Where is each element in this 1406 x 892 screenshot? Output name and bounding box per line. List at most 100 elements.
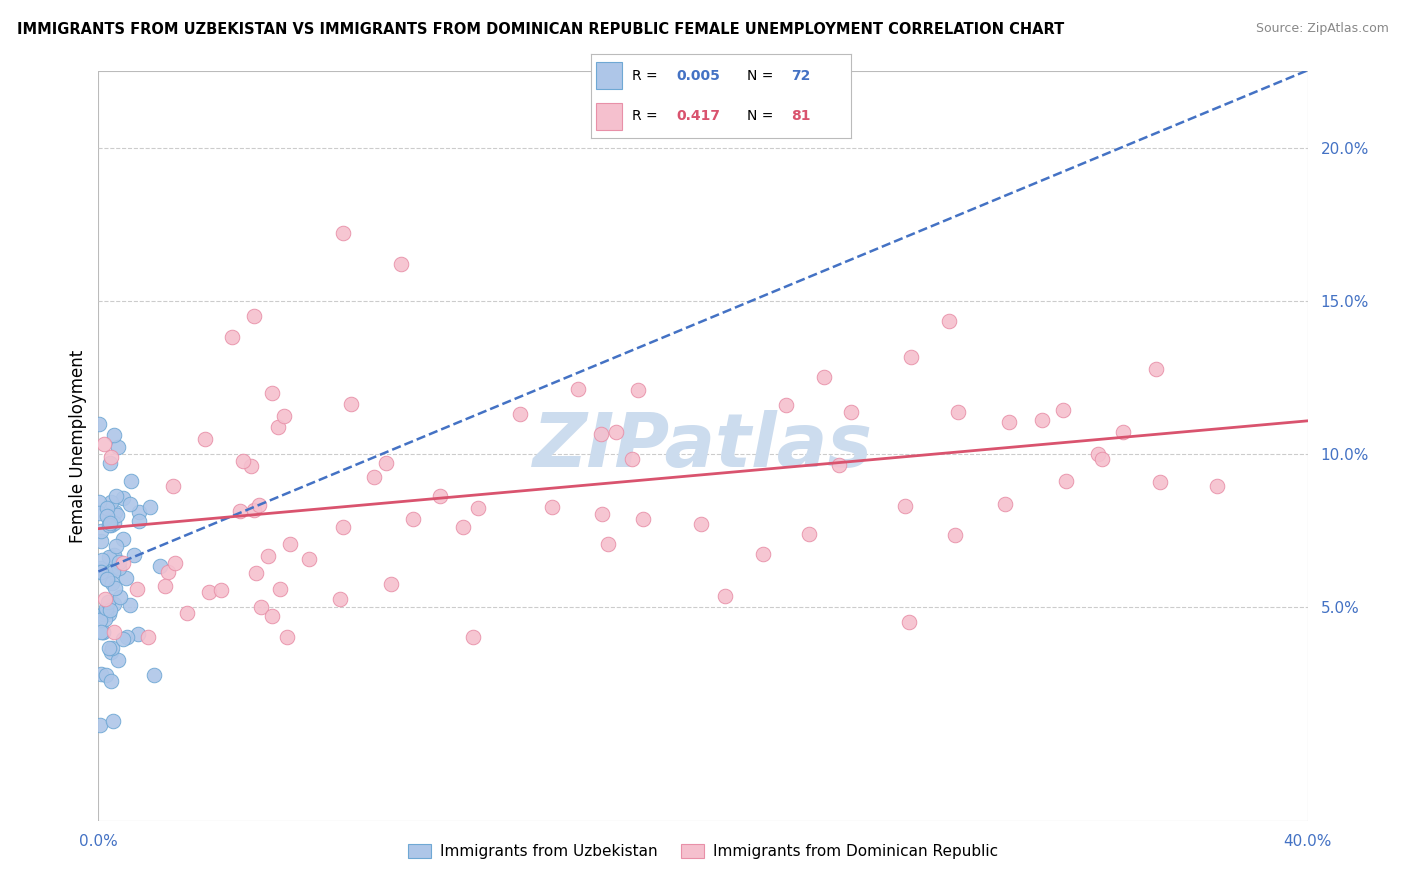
Point [149, 559, 172, 574]
Point [101, 575, 124, 590]
Text: R =: R = [633, 69, 662, 83]
Point [103, 582, 125, 596]
Point [269, 582, 291, 596]
Point [509, 407, 531, 421]
Point [839, 405, 862, 419]
Point [1054, 474, 1077, 488]
Point [157, 565, 180, 579]
Text: 0.417: 0.417 [676, 109, 720, 123]
Point [97, 641, 120, 656]
Point [540, 500, 562, 514]
Point [103, 548, 125, 562]
Point [467, 501, 489, 516]
Point [380, 576, 402, 591]
Point [162, 479, 184, 493]
Point [97, 595, 120, 609]
Point [298, 552, 321, 566]
Point [1206, 479, 1229, 493]
Point [114, 571, 136, 585]
Point [87, 565, 110, 579]
Point [897, 615, 920, 629]
Point [948, 404, 970, 418]
Point [101, 640, 124, 655]
Point [332, 227, 354, 241]
Point [363, 469, 385, 483]
Point [112, 632, 135, 646]
Point [94, 600, 117, 615]
Point [100, 564, 122, 578]
Point [108, 561, 131, 575]
Point [105, 489, 128, 503]
Point [90, 561, 112, 575]
Point [247, 498, 270, 512]
Point [91, 624, 114, 639]
Point [103, 428, 125, 442]
Point [714, 589, 737, 603]
Point [1087, 447, 1109, 461]
Point [194, 433, 217, 447]
Point [243, 309, 266, 323]
Text: N =: N = [747, 69, 778, 83]
Point [107, 555, 129, 569]
Point [100, 517, 122, 532]
Point [209, 582, 232, 597]
Point [94, 605, 117, 619]
Point [1031, 413, 1053, 427]
Point [389, 257, 412, 271]
Point [98, 550, 121, 565]
Point [1052, 403, 1074, 417]
Point [108, 590, 131, 604]
Point [120, 474, 142, 488]
Point [96, 572, 118, 586]
Point [994, 497, 1017, 511]
Point [165, 556, 187, 570]
Point [276, 630, 298, 644]
Point [90, 667, 112, 681]
Point [103, 597, 125, 611]
Point [267, 420, 290, 434]
Point [98, 602, 121, 616]
Text: ZIPatlas: ZIPatlas [533, 409, 873, 483]
Point [89, 718, 111, 732]
Y-axis label: Female Unemployment: Female Unemployment [69, 350, 87, 542]
Point [605, 425, 627, 439]
Point [96, 509, 118, 524]
Point [90, 625, 112, 640]
Point [256, 549, 278, 563]
Point [93, 437, 115, 451]
Point [229, 504, 252, 518]
Point [100, 450, 122, 465]
Point [240, 458, 263, 473]
Point [97, 517, 120, 532]
Point [221, 330, 243, 344]
Point [97, 512, 120, 526]
Point [127, 627, 149, 641]
Point [100, 495, 122, 509]
Point [112, 491, 135, 505]
Point [94, 668, 117, 682]
Point [94, 612, 117, 626]
Point [596, 537, 619, 551]
Point [128, 514, 150, 528]
Point [104, 559, 127, 574]
Point [107, 440, 129, 454]
Point [112, 532, 135, 546]
Point [100, 673, 122, 688]
Point [125, 582, 148, 597]
Point [89, 613, 111, 627]
Text: 72: 72 [790, 69, 810, 83]
Point [96, 572, 118, 586]
Text: IMMIGRANTS FROM UZBEKISTAN VS IMMIGRANTS FROM DOMINICAN REPUBLIC FEMALE UNEMPLOY: IMMIGRANTS FROM UZBEKISTAN VS IMMIGRANTS… [17, 22, 1064, 37]
Point [96, 501, 118, 516]
Point [104, 506, 127, 520]
Point [98, 457, 121, 471]
Point [1149, 475, 1171, 490]
Point [90, 533, 112, 548]
Point [329, 592, 352, 607]
Point [1112, 425, 1135, 439]
Point [591, 507, 613, 521]
Point [105, 539, 128, 553]
Point [332, 520, 354, 534]
Point [589, 426, 612, 441]
Point [627, 384, 650, 398]
